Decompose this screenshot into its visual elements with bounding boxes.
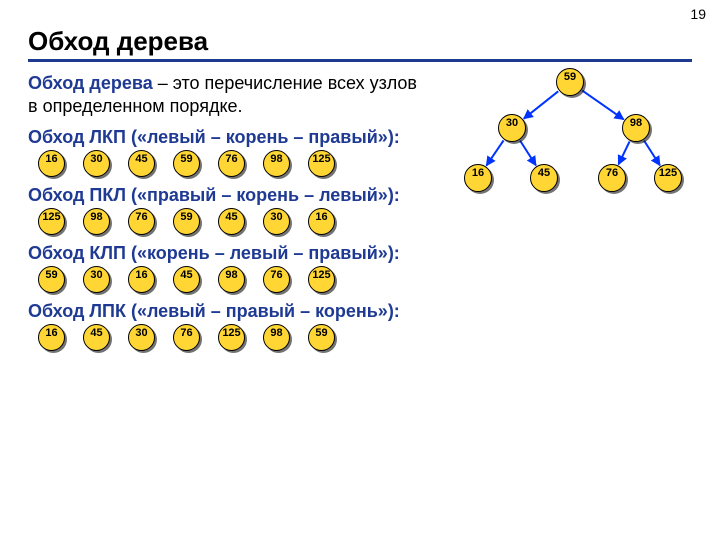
sequence-node: 98 [218,266,245,293]
sequence-node: 30 [83,266,110,293]
sequence-node: 45 [128,150,155,177]
tree-edge [644,141,660,166]
slide: 19 Обход дерева Обход дерева – это переч… [0,0,720,540]
sequence-node: 30 [128,324,155,351]
sequence-node: 45 [173,266,200,293]
tree-edge [524,91,558,118]
sequence-node: 98 [263,150,290,177]
sequence-node: 45 [83,324,110,351]
tree-node: 30 [498,114,526,142]
sequence-node: 125 [218,324,245,351]
sequence-node: 76 [128,208,155,235]
sequence-node: 98 [83,208,110,235]
traversal-heading-klp: Обход КЛП («корень – левый – правый»): [28,243,692,264]
sequence-node: 16 [38,150,65,177]
sequence-node: 16 [128,266,155,293]
tree-edge [520,141,536,166]
sequence-node: 125 [308,150,335,177]
sequence-node: 125 [38,208,65,235]
sequence-node: 16 [308,208,335,235]
tree-node: 76 [598,164,626,192]
sequence-node: 98 [263,324,290,351]
sequence-node: 59 [173,208,200,235]
tree-node: 16 [464,164,492,192]
sequence-node: 59 [173,150,200,177]
tree-node: 59 [556,68,584,96]
traversal-heading-lpk: Обход ЛПК («левый – правый – корень»): [28,301,692,322]
sequence-node: 76 [173,324,200,351]
title-rule [28,59,692,62]
sequence-node: 59 [38,266,65,293]
traversal-sequence-lpk: 16 45 30 76 125 98 59 [38,324,692,351]
sequence-node: 16 [38,324,65,351]
tree-diagram: 59 30 98 16 45 76 125 [440,66,700,226]
sequence-node: 30 [263,208,290,235]
intro-text: Обход дерева – это перечисление всех узл… [28,72,428,117]
intro-bold: Обход дерева [28,73,153,93]
traversal-sequence-klp: 59 30 16 45 98 76 125 [38,266,692,293]
page-number: 19 [690,6,706,22]
tree-edge [582,91,623,120]
tree-node: 98 [622,114,650,142]
sequence-node: 76 [218,150,245,177]
sequence-node: 59 [308,324,335,351]
sequence-node: 125 [308,266,335,293]
tree-node: 125 [654,164,682,192]
sequence-node: 45 [218,208,245,235]
page-title: Обход дерева [28,26,692,57]
tree-edge [486,140,503,165]
tree-edge [618,142,629,165]
sequence-node: 30 [83,150,110,177]
tree-node: 45 [530,164,558,192]
sequence-node: 76 [263,266,290,293]
